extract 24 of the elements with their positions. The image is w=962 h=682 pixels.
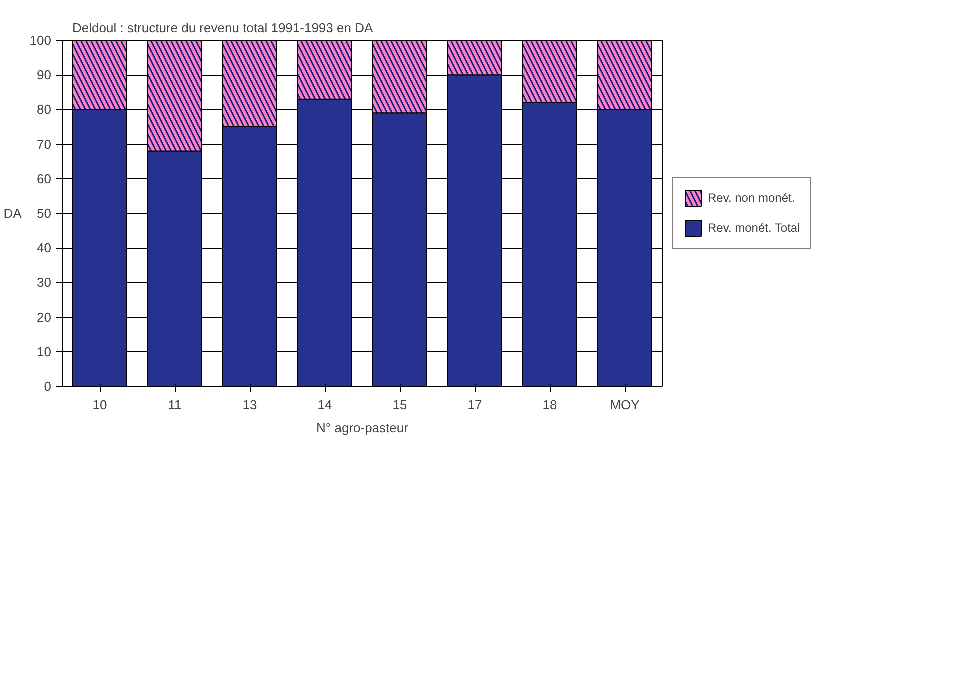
y-tick-label: 0 [44,379,52,394]
legend-label: Rev. non monét. [708,191,796,205]
y-tick-label: 30 [37,275,52,290]
y-tick-label: 80 [37,102,52,118]
x-tick-label: 14 [318,398,332,412]
y-tick-label: 100 [30,33,52,48]
y-tick-label: 20 [37,310,52,325]
chart-title: Deldoul : structure du revenu total 1991-1993 en DA [72,20,374,36]
x-tick-label: MOY [610,398,640,412]
y-tick-label: 40 [37,240,52,256]
x-tick-label: 17 [468,398,482,412]
y-tick-label: 70 [37,136,52,152]
y-tick-label: 60 [37,171,52,186]
x-axis-title: N° agro-pasteur [316,420,410,436]
y-tick-label: 50 [37,206,52,221]
x-tick-label: 15 [392,398,408,412]
y-tick-label: 10 [37,344,52,360]
legend-label: Rev. monét. Total [708,221,800,235]
x-tick-label: 10 [92,398,108,412]
y-tick-label: 90 [37,68,52,83]
x-tick-label: 11 [168,398,182,412]
x-tick-label: 13 [242,398,258,412]
y-axis-title: DA [4,206,22,221]
x-tick-label: 18 [542,398,558,412]
